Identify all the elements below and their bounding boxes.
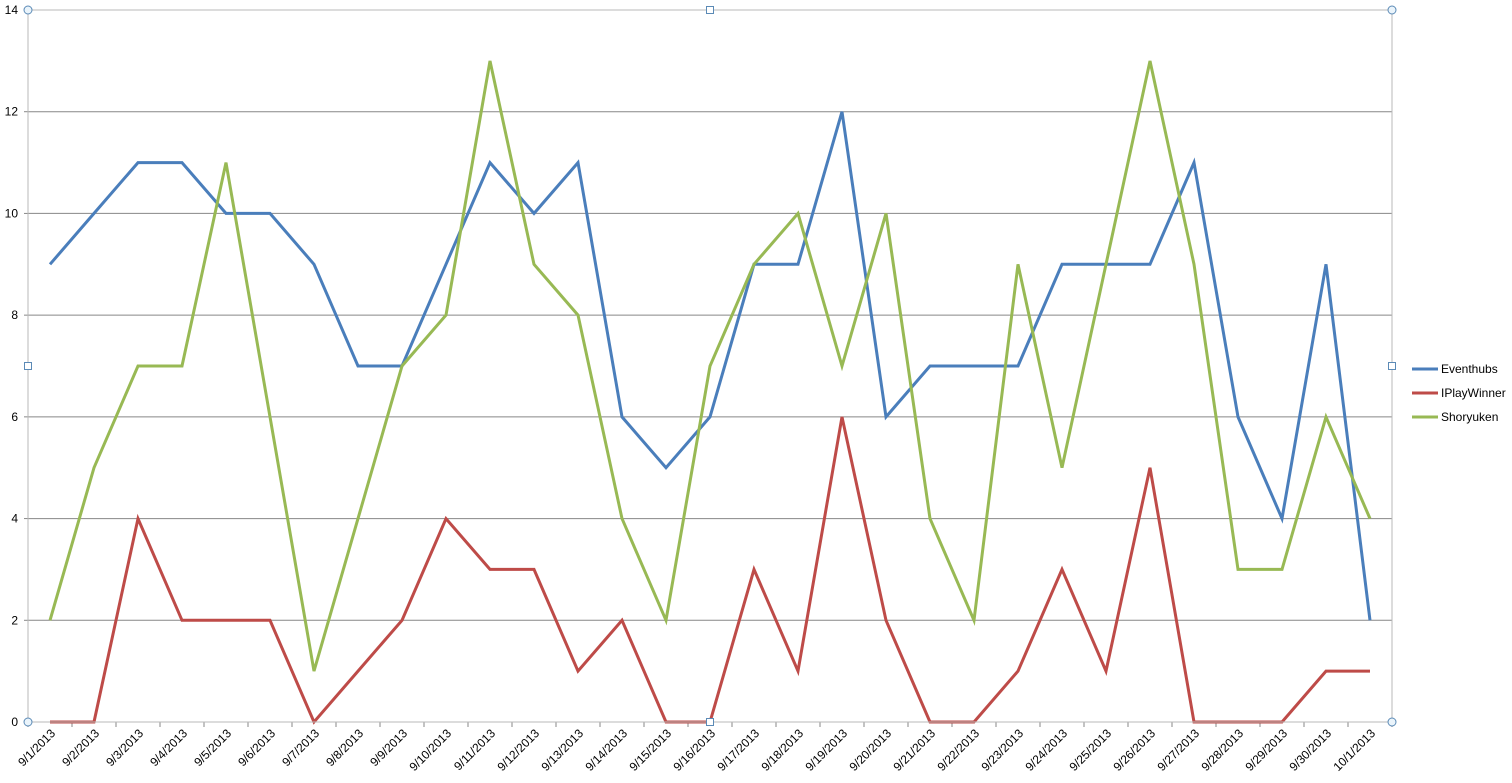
x-tick-label: 9/1/2013 [15, 726, 58, 769]
x-tick-label: 9/27/2013 [1154, 726, 1202, 774]
x-tick-label: 9/6/2013 [235, 726, 278, 769]
resize-handle-side[interactable] [706, 6, 714, 14]
x-axis-ticks: 9/1/2013 9/2/2013 9/3/2013 9/4/2013 9/5/2013… [15, 722, 1393, 774]
x-tick-label: 9/10/2013 [406, 726, 454, 774]
x-tick-label: 9/4/2013 [147, 726, 190, 769]
resize-handle-side[interactable] [706, 718, 714, 726]
x-tick-label: 9/15/2013 [626, 726, 674, 774]
x-tick-label: 9/24/2013 [1022, 726, 1070, 774]
y-axis-ticks: 0 2 4 6 8 10 12 14 [5, 3, 28, 729]
y-tick-label: 10 [5, 206, 19, 220]
x-tick-label: 9/5/2013 [191, 726, 234, 769]
resize-handle-side[interactable] [1388, 362, 1396, 370]
x-tick-label: 9/26/2013 [1110, 726, 1158, 774]
x-tick-label: 9/7/2013 [279, 726, 322, 769]
y-tick-label: 4 [11, 512, 18, 526]
y-tick-label: 12 [5, 105, 19, 119]
y-tick-label: 2 [11, 613, 18, 627]
selection-frame[interactable] [23, 5, 1397, 727]
x-tick-label: 9/25/2013 [1066, 726, 1114, 774]
x-tick-label: 9/8/2013 [323, 726, 366, 769]
x-tick-label: 9/28/2013 [1198, 726, 1246, 774]
legend-label: Eventhubs [1441, 362, 1498, 376]
series-line-shoryuken [48, 60, 1372, 672]
x-tick-label: 9/11/2013 [451, 726, 498, 773]
y-tick-label: 0 [11, 715, 18, 729]
x-tick-label: 9/13/2013 [538, 726, 586, 774]
y-tick-label: 6 [11, 410, 18, 424]
x-tick-label: 9/22/2013 [934, 726, 982, 774]
legend-label: IPlayWinner [1441, 386, 1506, 400]
y-tick-label: 14 [5, 3, 19, 17]
x-tick-label: 9/2/2013 [59, 726, 102, 769]
gridlines [28, 9, 1392, 621]
x-tick-label: 9/19/2013 [802, 726, 850, 774]
x-tick-label: 10/1/2013 [1330, 726, 1378, 774]
x-tick-label: 9/20/2013 [846, 726, 894, 774]
resize-handle-corner[interactable] [1387, 717, 1397, 727]
series-line-iplaywinner [50, 416, 1370, 725]
x-tick-label: 9/29/2013 [1242, 726, 1290, 774]
x-tick-label: 9/14/2013 [582, 726, 630, 774]
x-tick-label: 9/9/2013 [367, 726, 410, 769]
y-tick-label: 8 [11, 308, 18, 322]
resize-handle-corner[interactable] [1387, 5, 1397, 15]
x-tick-label: 9/30/2013 [1286, 726, 1334, 774]
x-tick-label: 9/18/2013 [758, 726, 806, 774]
x-tick-label: 9/21/2013 [890, 726, 938, 774]
series-lines [48, 60, 1372, 725]
series-line-eventhubs [48, 111, 1372, 621]
x-tick-label: 9/12/2013 [494, 726, 542, 774]
legend: Eventhubs IPlayWinner Shoryuken [1412, 362, 1506, 424]
legend-label: Shoryuken [1441, 410, 1498, 424]
x-tick-label: 9/23/2013 [978, 726, 1026, 774]
resize-handle-corner[interactable] [23, 717, 33, 727]
x-tick-label: 9/3/2013 [103, 726, 146, 769]
resize-handle-side[interactable] [24, 362, 32, 370]
x-tick-label: 9/16/2013 [670, 726, 718, 774]
x-tick-label: 9/17/2013 [714, 726, 762, 774]
resize-handle-corner[interactable] [23, 5, 33, 15]
